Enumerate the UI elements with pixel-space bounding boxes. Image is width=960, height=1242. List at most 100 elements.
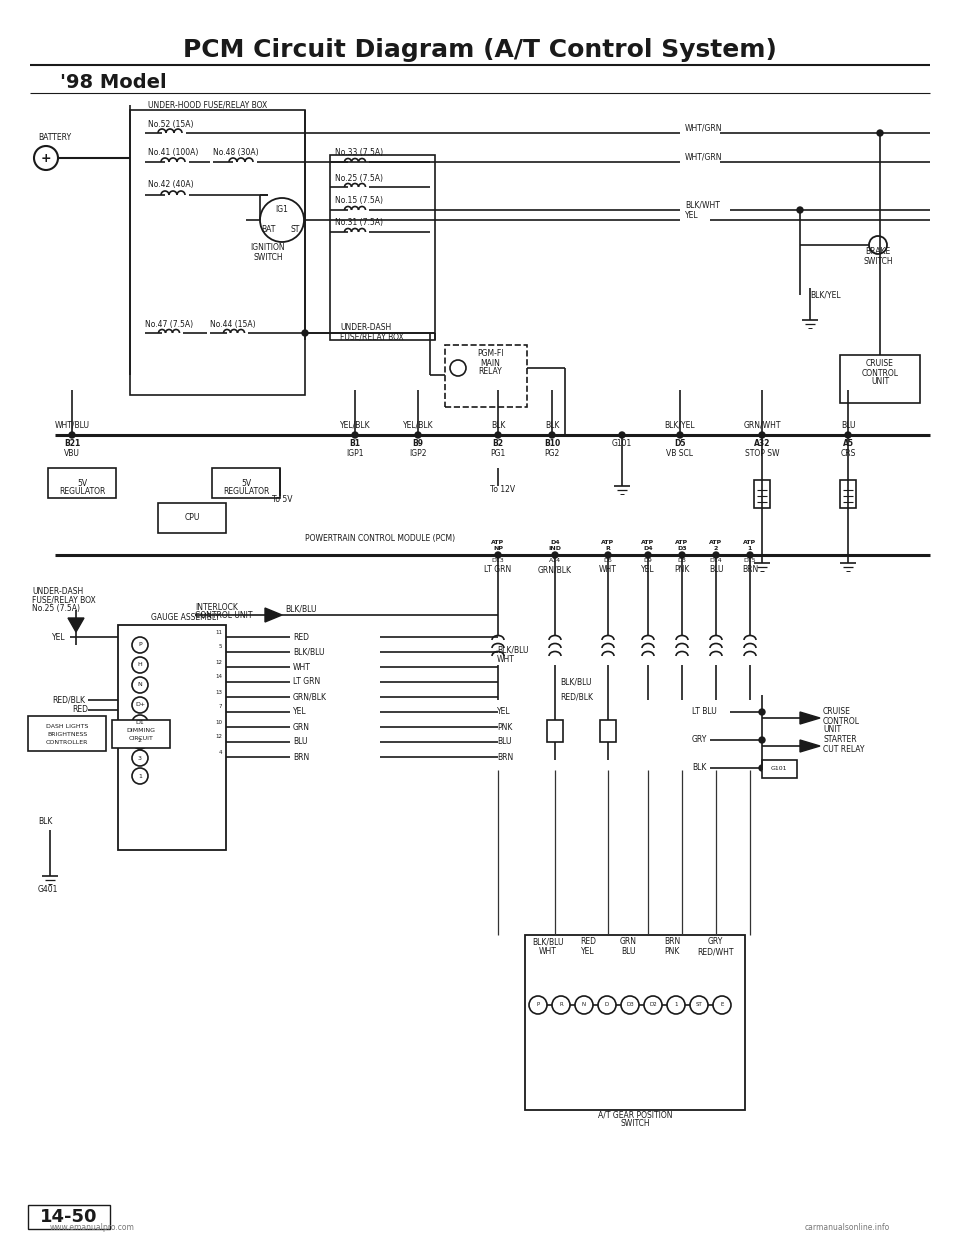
Text: D9: D9 [643,558,653,563]
Circle shape [34,147,58,170]
Text: RED: RED [580,938,596,946]
Text: BLK/BLU: BLK/BLU [497,646,529,655]
Text: LT BLU: LT BLU [692,708,717,717]
Text: B10: B10 [544,438,560,447]
Text: D8: D8 [678,558,686,563]
Text: No.25 (7.5A): No.25 (7.5A) [335,174,383,183]
Text: WHT/GRN: WHT/GRN [685,153,723,161]
Text: BLU: BLU [293,738,307,746]
Text: 2: 2 [714,546,718,551]
Text: DASH LIGHTS: DASH LIGHTS [46,724,88,729]
Circle shape [845,432,851,438]
Text: No.33 (7.5A): No.33 (7.5A) [335,148,383,156]
Circle shape [132,697,148,713]
Text: ST: ST [290,226,300,235]
Text: WHT/BLU: WHT/BLU [55,421,89,430]
Bar [754,479,770,508]
Circle shape [713,996,731,1013]
Text: P: P [537,1002,540,1007]
Text: YEL: YEL [497,708,511,717]
Text: IGNITION: IGNITION [251,243,285,252]
Circle shape [759,765,765,771]
Text: 10: 10 [215,719,222,724]
Text: CRUISE: CRUISE [866,359,894,369]
Circle shape [619,432,625,438]
Circle shape [132,768,148,784]
Text: GRY: GRY [692,735,708,744]
Text: UNIT: UNIT [871,378,889,386]
Text: G101: G101 [612,438,632,447]
Text: BRN: BRN [293,753,309,761]
Text: 1: 1 [138,774,142,779]
Text: YEL: YEL [685,210,699,220]
Text: A32: A32 [754,438,770,447]
Text: WHT: WHT [293,662,311,672]
Text: P: P [138,642,142,647]
Text: UNIT: UNIT [823,725,841,734]
Bar [547,720,563,741]
Text: DIMMING: DIMMING [127,728,156,733]
Text: No.42 (40A): No.42 (40A) [148,180,194,190]
Text: RED: RED [293,632,309,642]
Bar [112,720,170,748]
Text: UNDER-DASH: UNDER-DASH [340,323,392,333]
Text: D14: D14 [709,558,722,563]
Circle shape [450,360,466,376]
Text: N: N [582,1002,586,1007]
Circle shape [677,432,683,438]
Text: GRN: GRN [619,938,636,946]
Text: YEL: YEL [581,948,595,956]
Text: No.15 (7.5A): No.15 (7.5A) [335,195,383,205]
Text: H: H [137,662,142,667]
Text: STOP SW: STOP SW [745,448,780,457]
Text: BLK/BLU: BLK/BLU [532,938,564,946]
Circle shape [495,551,501,558]
Text: CONTROL: CONTROL [861,369,899,378]
Bar [762,760,797,777]
Circle shape [797,207,803,212]
Text: BRN: BRN [664,938,680,946]
Circle shape [352,432,358,438]
Text: BRAKE: BRAKE [865,247,891,257]
Text: D15: D15 [744,558,756,563]
Text: CONTROL: CONTROL [823,717,860,725]
Text: WHT: WHT [599,565,617,575]
Text: RED/BLK: RED/BLK [52,696,85,704]
Text: WHT: WHT [497,656,515,664]
Text: BLK: BLK [38,817,53,826]
Text: BRN: BRN [497,753,514,761]
Text: 13: 13 [215,689,222,694]
Text: REGULATOR: REGULATOR [59,487,106,496]
Text: To 12V: To 12V [490,486,516,494]
Text: R: R [606,546,611,551]
Text: BLK: BLK [491,421,505,430]
Circle shape [667,996,685,1013]
Circle shape [132,677,148,693]
Text: D4: D4 [550,539,560,544]
Text: PNK: PNK [674,565,689,575]
Bar [525,935,745,1110]
Text: No.31 (7.5A): No.31 (7.5A) [335,217,383,226]
Text: PG1: PG1 [491,448,506,457]
Text: FUSE/RELAY BOX: FUSE/RELAY BOX [340,333,404,342]
Bar [330,155,435,340]
Text: LT GRN: LT GRN [485,565,512,575]
Circle shape [877,130,883,137]
Bar [28,715,106,751]
Circle shape [132,715,148,732]
Text: REGULATOR: REGULATOR [223,487,269,496]
Polygon shape [800,740,820,751]
Text: +: + [40,152,51,164]
Circle shape [605,551,611,558]
Text: BLK/YEL: BLK/YEL [664,421,695,430]
Text: SWITCH: SWITCH [620,1119,650,1128]
Text: D3: D3 [626,1002,634,1007]
Text: INTERLOCK: INTERLOCK [195,602,238,611]
Text: RED: RED [72,705,88,714]
Text: IGP1: IGP1 [347,448,364,457]
Text: IG1: IG1 [276,205,288,215]
Text: GRN: GRN [293,723,310,732]
Text: SWITCH: SWITCH [253,252,283,262]
Polygon shape [265,609,282,622]
Text: CPU: CPU [184,513,200,523]
